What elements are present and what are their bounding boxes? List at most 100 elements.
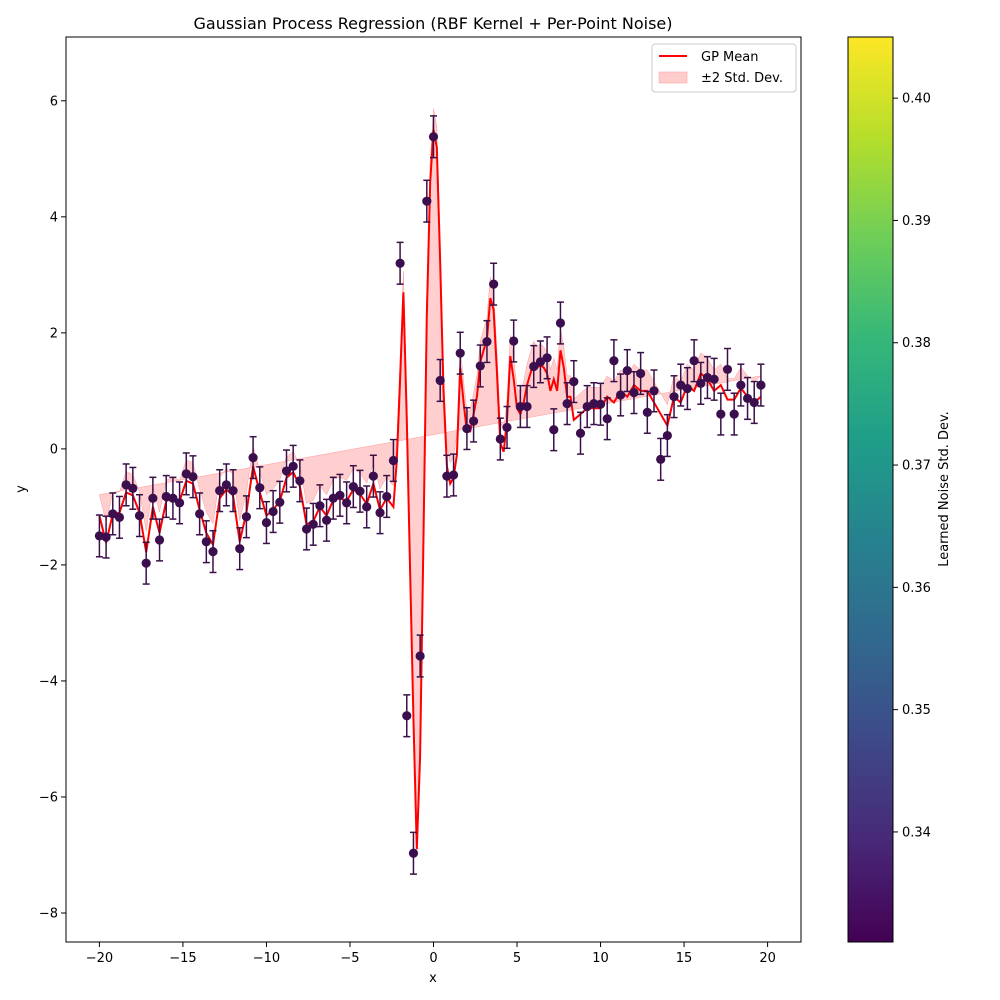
data-point [649, 386, 659, 396]
data-point [736, 380, 746, 390]
data-point [629, 388, 639, 398]
data-point [335, 490, 345, 500]
y-tick-label: −6 [39, 790, 58, 805]
data-point [575, 428, 586, 438]
data-point [722, 364, 733, 375]
y-axis-label: y [14, 485, 29, 493]
colorbar-tick-label: 0.38 [902, 336, 931, 351]
data-point [742, 393, 753, 404]
y-tick-label: −4 [39, 674, 58, 689]
colorbar-tick-label: 0.35 [902, 703, 931, 718]
y-tick-label: −8 [39, 906, 58, 921]
data-point [128, 483, 138, 493]
data-point [208, 546, 218, 557]
data-point [342, 498, 352, 508]
data-point [261, 517, 272, 528]
data-point [395, 258, 405, 268]
data-point [388, 455, 399, 466]
x-tick-label: −20 [86, 951, 113, 966]
data-point [355, 486, 365, 496]
data-point [382, 491, 392, 502]
data-point [569, 376, 579, 387]
data-point [174, 498, 185, 508]
data-point [682, 383, 693, 394]
data-point [462, 423, 472, 434]
data-point [268, 506, 278, 517]
data-point [475, 361, 485, 371]
data-point [749, 397, 759, 408]
x-tick-label: −15 [169, 951, 196, 966]
data-point [428, 132, 439, 142]
colorbar-tick-label: 0.36 [902, 581, 931, 596]
data-point [114, 512, 125, 522]
data-point [241, 512, 252, 522]
data-point [215, 486, 225, 496]
data-point [555, 318, 566, 328]
data-point [154, 535, 165, 545]
colorbar-tick-label: 0.40 [902, 92, 931, 107]
data-point [622, 365, 632, 376]
data-point [255, 483, 265, 493]
x-tick-label: −5 [340, 951, 359, 966]
colorbar-tick-label: 0.37 [902, 459, 931, 474]
data-point [448, 470, 459, 480]
data-point [482, 336, 492, 347]
data-point [348, 481, 358, 492]
data-point [141, 558, 151, 568]
legend-gp-mean-label: GP Mean [701, 50, 758, 65]
y-tick-label: −2 [39, 558, 58, 573]
data-point [368, 471, 378, 481]
data-point [709, 374, 719, 384]
data-point [408, 848, 419, 858]
observation-points [94, 132, 766, 858]
data-point [549, 425, 559, 435]
data-point [615, 390, 626, 400]
colorbar-tick-label: 0.34 [902, 825, 931, 840]
legend: GP Mean ±2 Std. Dev. [651, 43, 797, 93]
data-point [502, 422, 512, 433]
data-point [275, 497, 285, 507]
data-point [295, 476, 305, 486]
data-point [595, 399, 606, 409]
plot-area [94, 108, 766, 875]
data-point [455, 348, 465, 358]
data-point [195, 509, 205, 519]
data-point [301, 524, 312, 534]
x-tick-label: 20 [759, 951, 776, 966]
data-point [656, 454, 666, 464]
data-point [315, 501, 325, 511]
data-point [221, 480, 231, 490]
data-point [148, 493, 158, 503]
data-point [729, 409, 739, 419]
data-point [509, 336, 519, 346]
colorbar-ticks: 0.34 0.35 0.36 0.37 0.38 0.39 0.40 [893, 92, 931, 840]
data-point [642, 407, 652, 417]
data-point [535, 357, 546, 367]
y-tick-label: 2 [50, 326, 58, 341]
data-point [589, 399, 599, 409]
data-point [168, 493, 178, 503]
x-axis: −20 −15 −10 −5 0 5 10 15 20 [86, 942, 776, 966]
data-point [201, 537, 211, 547]
data-point [515, 401, 525, 412]
data-point [435, 375, 445, 386]
data-point [489, 279, 499, 289]
data-point [609, 356, 619, 366]
data-point [495, 434, 505, 444]
colorbar-label: Learned Noise Std. Dev. [937, 411, 952, 567]
data-point [716, 409, 726, 419]
data-point [542, 353, 552, 363]
x-tick-label: 0 [429, 951, 437, 966]
x-axis-label: x [429, 971, 437, 986]
data-point [756, 380, 766, 390]
colorbar: 0.34 0.35 0.36 0.37 0.38 0.39 0.40 Learned Noi… [847, 36, 952, 943]
y-tick-label: 4 [50, 210, 58, 225]
colorbar-bar [847, 36, 894, 943]
data-point [362, 502, 372, 512]
y-tick-label: 6 [50, 94, 58, 109]
data-point [235, 544, 245, 554]
data-point [248, 452, 258, 463]
data-point [288, 461, 298, 471]
data-point [281, 466, 292, 476]
